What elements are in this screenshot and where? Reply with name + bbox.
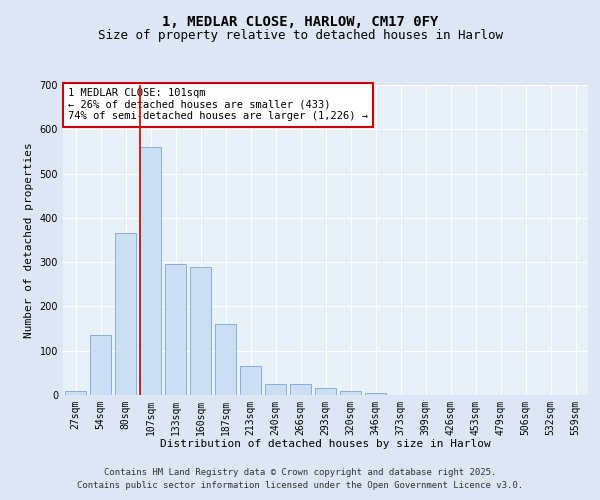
Y-axis label: Number of detached properties: Number of detached properties [24, 142, 34, 338]
X-axis label: Distribution of detached houses by size in Harlow: Distribution of detached houses by size … [160, 440, 491, 450]
Bar [340, 390, 361, 395]
Bar [215, 324, 236, 395]
Text: 1 MEDLAR CLOSE: 101sqm
← 26% of detached houses are smaller (433)
74% of semi-de: 1 MEDLAR CLOSE: 101sqm ← 26% of detached… [68, 88, 368, 122]
Bar [65, 390, 86, 395]
Bar [165, 264, 186, 395]
Bar [315, 388, 336, 395]
Bar [90, 335, 111, 395]
Bar [365, 393, 386, 395]
Text: Size of property relative to detached houses in Harlow: Size of property relative to detached ho… [97, 28, 503, 42]
Text: Contains public sector information licensed under the Open Government Licence v3: Contains public sector information licen… [77, 482, 523, 490]
Text: Contains HM Land Registry data © Crown copyright and database right 2025.: Contains HM Land Registry data © Crown c… [104, 468, 496, 477]
Bar [290, 384, 311, 395]
Bar [140, 147, 161, 395]
Bar [265, 384, 286, 395]
Text: 1, MEDLAR CLOSE, HARLOW, CM17 0FY: 1, MEDLAR CLOSE, HARLOW, CM17 0FY [162, 16, 438, 30]
Bar [190, 266, 211, 395]
Bar [240, 366, 261, 395]
Bar [115, 234, 136, 395]
